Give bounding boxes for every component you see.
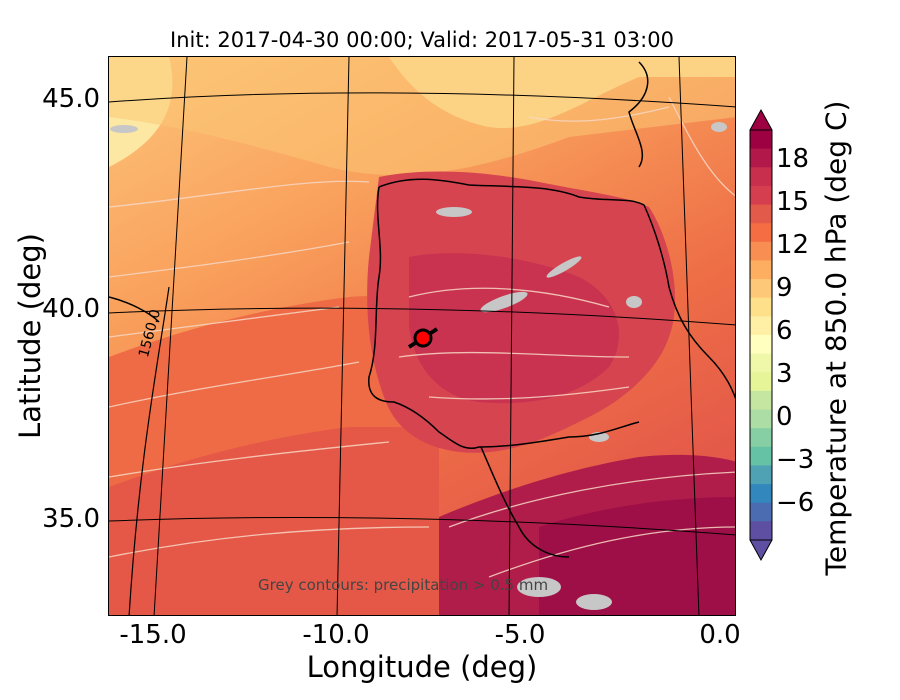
colorbar-cell bbox=[750, 185, 772, 206]
map-canvas bbox=[109, 57, 735, 615]
graticule bbox=[109, 57, 735, 615]
colorbar-extend-min bbox=[749, 539, 773, 562]
geopotential-contour bbox=[128, 286, 170, 615]
colorbar-cell bbox=[750, 409, 772, 429]
precipitation-note: Grey contours: precipitation > 0.5 mm bbox=[258, 576, 549, 594]
colorbar-cell bbox=[750, 521, 772, 541]
colorbar-cell bbox=[750, 148, 772, 168]
colorbar-tick-label: 0 bbox=[776, 402, 793, 432]
map-plot-area[interactable] bbox=[108, 56, 736, 616]
colorbar-cell bbox=[750, 316, 772, 336]
y-axis-label: Latitude (deg) bbox=[13, 233, 47, 439]
colorbar-tick-label: 6 bbox=[776, 316, 793, 346]
location-marker-dot bbox=[413, 328, 433, 348]
colorbar-cell bbox=[750, 167, 772, 187]
colorbar-cell bbox=[750, 241, 772, 261]
colorbar-cell bbox=[750, 502, 772, 522]
colorbar-tick-label: 12 bbox=[776, 230, 810, 260]
y-tick-label: 40.0 bbox=[42, 294, 100, 324]
colorbar-tick-label: 9 bbox=[776, 273, 793, 303]
x-tick-label: -10.0 bbox=[302, 620, 370, 650]
coastline bbox=[109, 61, 735, 558]
colorbar-tick-label: 15 bbox=[776, 187, 810, 217]
temperature-contours bbox=[109, 96, 735, 578]
y-tick-label: 45.0 bbox=[42, 84, 100, 114]
colorbar-extend-max bbox=[749, 108, 773, 131]
colorbar-cell bbox=[750, 353, 772, 373]
x-axis-label: Longitude (deg) bbox=[306, 650, 538, 684]
x-tick-label: 0.0 bbox=[699, 620, 741, 650]
colorbar-cell bbox=[750, 130, 772, 150]
colorbar-tick-label: 3 bbox=[776, 359, 793, 389]
colorbar-cell bbox=[750, 260, 772, 280]
colorbar-cell bbox=[750, 446, 772, 466]
colorbar-cell bbox=[750, 372, 772, 392]
plot-title: Init: 2017-04-30 00:00; Valid: 2017-05-3… bbox=[170, 28, 674, 52]
colorbar-tick-label: 18 bbox=[776, 144, 810, 174]
colorbar bbox=[749, 108, 773, 562]
x-tick-label: -15.0 bbox=[119, 620, 187, 650]
colorbar-cell bbox=[750, 465, 772, 485]
colorbar-tick-label: −3 bbox=[776, 445, 815, 475]
colorbar-cell bbox=[750, 223, 772, 243]
colorbar-cell bbox=[750, 335, 772, 355]
y-tick-label: 35.0 bbox=[42, 504, 100, 534]
colorbar-label: Temperature at 850.0 hPa (deg C) bbox=[819, 100, 853, 576]
colorbar-cell bbox=[750, 484, 772, 504]
colorbar-cell bbox=[750, 297, 772, 317]
colorbar-tick-label: −6 bbox=[776, 488, 815, 518]
location-marker[interactable] bbox=[407, 327, 439, 349]
colorbar-cell bbox=[750, 279, 772, 299]
colorbar-cell bbox=[750, 390, 772, 411]
colorbar-cell bbox=[750, 204, 772, 224]
colorbar-cell bbox=[750, 428, 772, 448]
x-tick-label: -5.0 bbox=[494, 620, 546, 650]
